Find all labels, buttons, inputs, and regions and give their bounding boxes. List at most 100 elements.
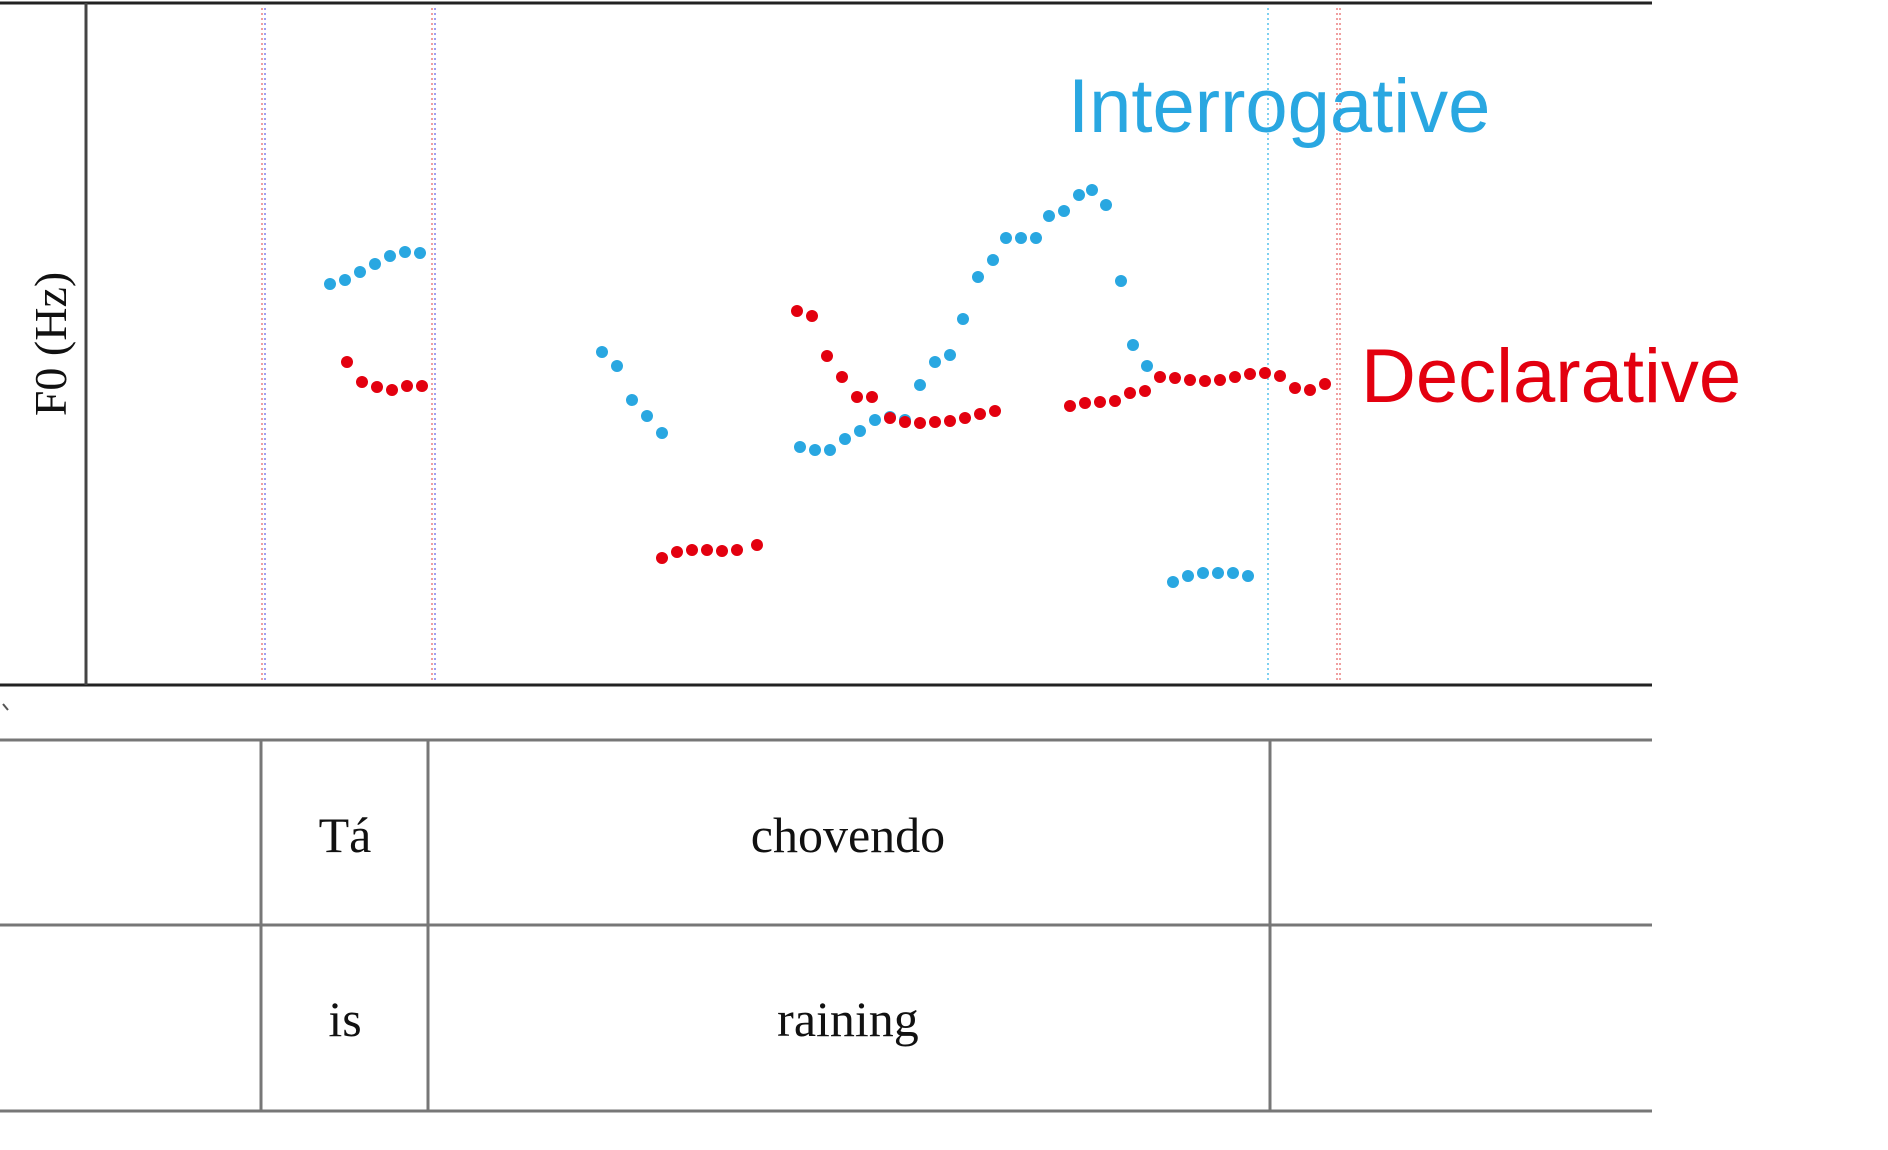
declarative-f0-point: [356, 376, 368, 388]
declarative-f0-point: [929, 416, 941, 428]
interrogative-f0-point: [944, 349, 956, 361]
series-interrogative: [324, 184, 1254, 588]
gloss-cell-word-2: chovendo: [751, 807, 945, 863]
declarative-f0-point: [716, 545, 728, 557]
declarative-f0-point: [686, 544, 698, 556]
interrogative-f0-point: [1000, 232, 1012, 244]
interrogative-f0-point: [1141, 360, 1153, 372]
translation-cell-word-1: is: [328, 991, 361, 1047]
interrogative-f0-point: [596, 346, 608, 358]
interrogative-f0-point: [1086, 184, 1098, 196]
interrogative-f0-point: [987, 254, 999, 266]
declarative-f0-point: [851, 391, 863, 403]
interrogative-f0-point: [972, 271, 984, 283]
declarative-f0-point: [751, 539, 763, 551]
declarative-f0-point: [959, 412, 971, 424]
declarative-f0-point: [1259, 367, 1271, 379]
interrogative-f0-point: [399, 246, 411, 258]
interrogative-f0-point: [1127, 339, 1139, 351]
declarative-f0-point: [701, 544, 713, 556]
interrogative-f0-point: [324, 278, 336, 290]
interrogative-f0-point: [1197, 567, 1209, 579]
declarative-f0-point: [944, 415, 956, 427]
interrogative-f0-point: [1115, 275, 1127, 287]
interrogative-f0-point: [1100, 199, 1112, 211]
interrogative-f0-point: [929, 356, 941, 368]
declarative-f0-point: [1289, 382, 1301, 394]
series-layer: [324, 184, 1331, 588]
declarative-f0-point: [1244, 368, 1256, 380]
interrogative-f0-point: [957, 313, 969, 325]
declarative-f0-point: [884, 412, 896, 424]
interrogative-f0-point: [854, 425, 866, 437]
interrogative-f0-point: [914, 379, 926, 391]
series-label-declarative: Declarative: [1361, 334, 1741, 419]
interrogative-f0-point: [824, 444, 836, 456]
declarative-f0-point: [656, 552, 668, 564]
interrogative-f0-point: [1015, 232, 1027, 244]
declarative-f0-point: [416, 380, 428, 392]
declarative-f0-point: [791, 305, 803, 317]
declarative-f0-point: [401, 380, 413, 392]
interrogative-f0-point: [794, 441, 806, 453]
declarative-f0-point: [371, 381, 383, 393]
declarative-f0-point: [806, 310, 818, 322]
interrogative-f0-point: [1227, 567, 1239, 579]
declarative-f0-point: [1229, 371, 1241, 383]
interrogative-f0-point: [1212, 567, 1224, 579]
interrogative-f0-point: [354, 266, 366, 278]
declarative-f0-point: [341, 356, 353, 368]
interrogative-f0-point: [626, 394, 638, 406]
interrogative-f0-point: [1043, 210, 1055, 222]
declarative-f0-point: [1274, 370, 1286, 382]
declarative-f0-point: [836, 371, 848, 383]
declarative-f0-point: [386, 384, 398, 396]
translation-cell-word-2: raining: [777, 991, 919, 1047]
series-declarative: [341, 305, 1331, 564]
declarative-f0-point: [1169, 372, 1181, 384]
gloss-cell-word-1: Tá: [319, 807, 372, 863]
interrogative-f0-point: [339, 274, 351, 286]
interrogative-f0-point: [641, 410, 653, 422]
series-label-interrogative: Interrogative: [1068, 64, 1490, 149]
y-axis-label: F0 (Hz): [25, 272, 76, 416]
declarative-f0-point: [1064, 400, 1076, 412]
declarative-f0-point: [1109, 395, 1121, 407]
interrogative-f0-point: [1058, 205, 1070, 217]
interrogative-f0-point: [809, 444, 821, 456]
declarative-f0-point: [671, 546, 683, 558]
interrogative-f0-point: [1167, 576, 1179, 588]
declarative-f0-point: [821, 350, 833, 362]
declarative-f0-point: [1154, 371, 1166, 383]
declarative-f0-point: [899, 416, 911, 428]
declarative-f0-point: [1184, 374, 1196, 386]
declarative-f0-point: [1079, 397, 1091, 409]
interrogative-f0-point: [869, 414, 881, 426]
declarative-f0-point: [1199, 375, 1211, 387]
declarative-f0-point: [1304, 384, 1316, 396]
interrogative-f0-point: [414, 247, 426, 259]
declarative-f0-point: [974, 408, 986, 420]
interrogative-f0-point: [1030, 232, 1042, 244]
declarative-f0-point: [1139, 385, 1151, 397]
declarative-f0-point: [1124, 387, 1136, 399]
declarative-f0-point: [989, 405, 1001, 417]
declarative-f0-point: [866, 391, 878, 403]
interrogative-f0-point: [1182, 570, 1194, 582]
declarative-f0-point: [731, 544, 743, 556]
interrogative-f0-point: [1242, 570, 1254, 582]
interrogative-f0-point: [1073, 189, 1085, 201]
declarative-f0-point: [1319, 378, 1331, 390]
declarative-f0-point: [1094, 396, 1106, 408]
interrogative-f0-point: [369, 258, 381, 270]
interrogative-f0-point: [611, 360, 623, 372]
tick-mark: [2, 703, 9, 711]
interrogative-f0-point: [839, 433, 851, 445]
plot-frame: [0, 1, 1652, 687]
declarative-f0-point: [914, 417, 926, 429]
segment-boundaries: [261, 8, 1341, 680]
interrogative-f0-point: [384, 250, 396, 262]
interrogative-f0-point: [656, 427, 668, 439]
gloss-table: Tá chovendo is raining: [0, 738, 1652, 1113]
